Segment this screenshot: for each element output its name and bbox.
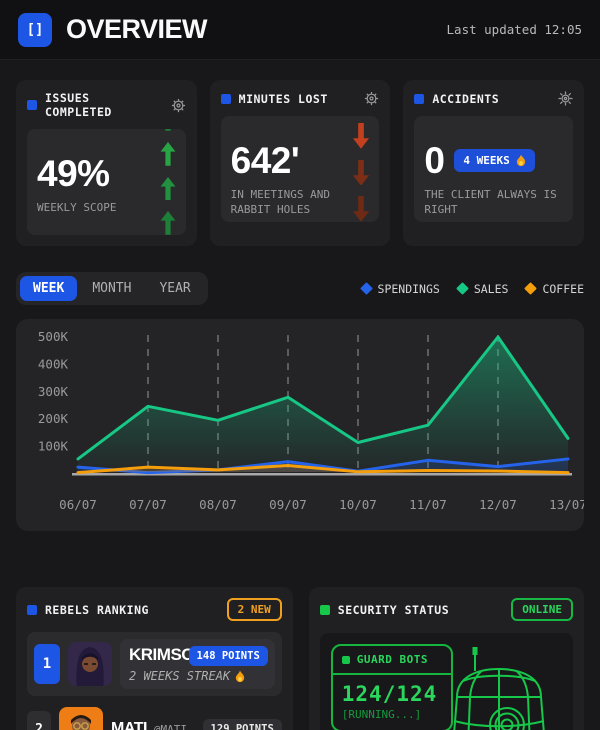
- gear-icon[interactable]: [171, 98, 186, 113]
- card-title: MINUTES LOST: [238, 91, 328, 106]
- card-title: SECURITY STATUS: [337, 602, 450, 617]
- card-minutes-lost: MINUTES LOST 642' IN MEETINGS AND RABBIT…: [209, 80, 391, 246]
- card-bullet-icon: [220, 93, 231, 104]
- card-title: ACCIDENTS: [432, 91, 500, 106]
- legend-spendings: SPENDINGS: [359, 282, 440, 296]
- tab-year[interactable]: YEAR: [159, 281, 191, 296]
- avatar-krimson: [68, 642, 112, 686]
- last-updated-label: Last updated 12:05: [446, 22, 582, 37]
- card-issues-completed: ISSUES COMPLETED 49% WEEKLY SCOPE: [16, 80, 197, 246]
- svg-text:11/07: 11/07: [409, 497, 447, 512]
- guard-count: 124/124: [341, 682, 438, 706]
- svg-text:06/07: 06/07: [59, 497, 97, 512]
- svg-text:200K: 200K: [38, 411, 69, 426]
- card-title: REBELS RANKING: [45, 602, 149, 617]
- new-count-badge[interactable]: 2 NEW: [226, 598, 282, 621]
- sales-diamond-icon: [455, 282, 469, 295]
- tab-month[interactable]: MONTH: [92, 281, 132, 296]
- minutes-caption: IN MEETINGS AND RABBIT HOLES: [230, 188, 330, 217]
- card-accidents: ACCIDENTS 0 4 WEEKS: [403, 80, 584, 246]
- guard-title: GUARD BOTS: [356, 653, 428, 666]
- card-bullet-icon: [27, 100, 37, 110]
- tab-week[interactable]: WEEK: [20, 276, 78, 301]
- app-logo: []: [18, 12, 52, 47]
- minutes-value: 642': [230, 140, 300, 181]
- svg-text:09/07: 09/07: [269, 497, 307, 512]
- card-bullet-icon: [27, 604, 37, 615]
- svg-text:400K: 400K: [38, 356, 69, 371]
- avatar-mati: [59, 707, 103, 730]
- guard-bots-box: GUARD BOTS 124/124 [RUNNING...]: [330, 644, 453, 730]
- issues-caption: WEEKLY SCOPE: [37, 201, 117, 214]
- period-tab-group: WEEK MONTH YEAR: [16, 272, 208, 305]
- svg-text:13/07: 13/07: [549, 497, 584, 512]
- guard-status: [RUNNING...]: [341, 708, 422, 721]
- accidents-value: 0: [424, 140, 445, 181]
- rank-number-badge: 2: [27, 711, 51, 730]
- points-badge: 148 POINTS: [188, 646, 268, 666]
- svg-text:300K: 300K: [38, 384, 69, 399]
- spendings-diamond-icon: [359, 282, 373, 295]
- legend-sales: SALES: [455, 282, 508, 296]
- minutes-panel: 642' IN MEETINGS AND RABBIT HOLES: [220, 116, 380, 222]
- accidents-caption: THE CLIENT ALWAYS IS RIGHT: [424, 188, 557, 217]
- svg-text:100K: 100K: [38, 439, 69, 454]
- card-security-status: SECURITY STATUS ONLINE GUARD BOTS 124/12…: [308, 587, 584, 730]
- page-title: OVERVIEW: [66, 14, 208, 44]
- card-title: ISSUES COMPLETED: [45, 91, 112, 119]
- rank-name: KRIMSON: [129, 645, 206, 664]
- streak-label: 2 WEEKS STREAK: [129, 669, 266, 683]
- rank-name: MATI: [111, 720, 147, 730]
- rank-handle: @MATI: [153, 723, 188, 730]
- flame-icon: [516, 154, 525, 167]
- security-panel: GUARD BOTS 124/124 [RUNNING...]: [319, 633, 573, 730]
- svg-text:12/07: 12/07: [479, 497, 517, 512]
- points-badge: 129 POINTS: [202, 719, 282, 730]
- coffee-diamond-icon: [524, 282, 538, 295]
- svg-text:07/07: 07/07: [129, 497, 167, 512]
- flame-icon: [235, 670, 245, 682]
- weekly-chart[interactable]: 100K 200K 300K 400K 500K 06/07 07/07 08/07 09/07…: [16, 319, 584, 531]
- chart-legend: SPENDINGS SALES COFFEE: [359, 282, 584, 296]
- ranking-info-box: KRIMSON @KRIMSON 2 WEEKS STREAK 148 POIN…: [120, 639, 275, 689]
- guard-bullet-icon: [341, 655, 350, 664]
- app-header: [] OVERVIEW Last updated 12:05: [0, 0, 600, 60]
- svg-text:500K: 500K: [38, 329, 69, 344]
- chart-svg-container: 100K 200K 300K 400K 500K 06/07 07/07 08/07 09/07…: [16, 319, 584, 531]
- issues-panel: 49% WEEKLY SCOPE: [27, 129, 186, 235]
- gear-spiky-icon[interactable]: [558, 91, 573, 106]
- online-status-badge: ONLINE: [511, 598, 573, 621]
- ranking-row-2[interactable]: 2 MATI @MATI 129 POINTS: [27, 707, 282, 730]
- trend-down-arrows-icon: [349, 116, 373, 222]
- trend-up-arrows-icon: [156, 129, 180, 235]
- issues-value: 49%: [37, 153, 110, 194]
- card-bullet-icon: [414, 93, 425, 104]
- legend-coffee: COFFEE: [524, 282, 584, 296]
- svg-text:08/07: 08/07: [199, 497, 237, 512]
- accidents-panel: 0 4 WEEKS THE CLIENT ALWAYS IS RIGHT: [414, 116, 573, 222]
- card-bullet-icon: [319, 604, 330, 615]
- robot-wireframe-icon: [441, 639, 559, 730]
- card-rebels-ranking: REBELS RANKING 2 NEW 1: [16, 587, 293, 730]
- ranking-row-1[interactable]: 1 KRIMSON @KRIMSON: [27, 632, 282, 696]
- streak-weeks-badge: 4 WEEKS: [454, 149, 535, 172]
- stat-cards-row: ISSUES COMPLETED 49% WEEKLY SCOPE: [16, 80, 584, 246]
- gear-icon[interactable]: [364, 91, 379, 106]
- rank-number-badge: 1: [34, 644, 60, 684]
- svg-text:10/07: 10/07: [339, 497, 377, 512]
